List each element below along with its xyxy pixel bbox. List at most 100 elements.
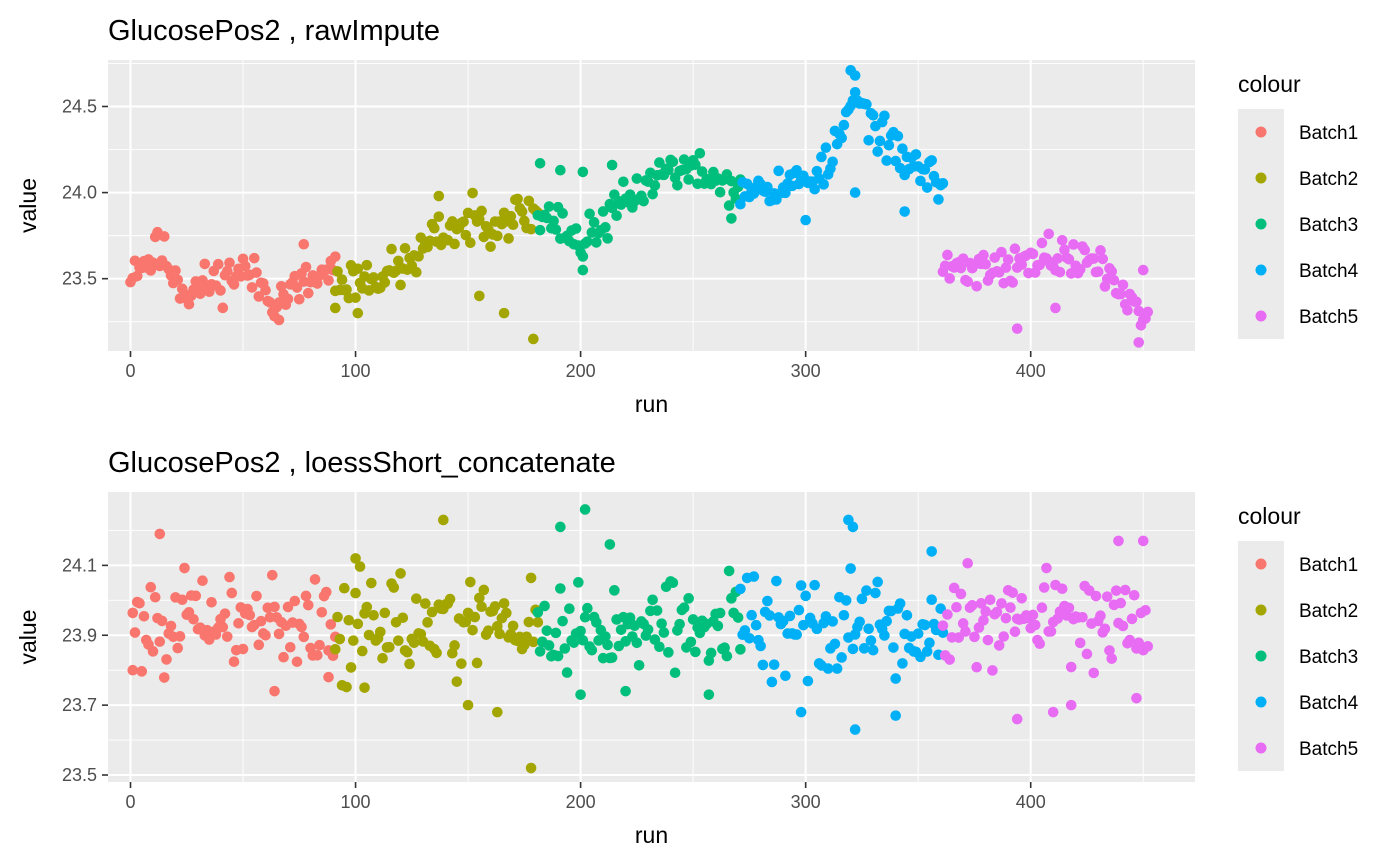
data-point [577, 251, 589, 262]
data-point [620, 685, 631, 697]
data-point [154, 636, 166, 647]
x-tick-label: 200 [566, 361, 596, 381]
legend-title: colour [1238, 71, 1301, 97]
data-point [984, 594, 996, 606]
data-point [348, 635, 359, 646]
data-point [507, 620, 519, 632]
data-point [849, 70, 861, 81]
data-point [764, 610, 775, 621]
data-point [1000, 262, 1012, 273]
data-point [395, 568, 406, 579]
data-point [838, 119, 850, 131]
data-point [849, 187, 861, 198]
data-point [431, 647, 442, 659]
data-point [217, 302, 229, 314]
legend-label: Batch4 [1299, 261, 1359, 282]
data-point [345, 662, 357, 673]
data-point [555, 583, 566, 594]
data-point [755, 640, 766, 652]
data-point [577, 166, 589, 178]
data-point [131, 270, 143, 282]
data-point [467, 624, 478, 636]
data-point [377, 652, 388, 664]
data-point [528, 636, 539, 648]
data-point [174, 631, 186, 642]
data-point [404, 658, 415, 670]
data-point [516, 206, 528, 217]
data-point [489, 601, 501, 612]
data-point [658, 627, 670, 638]
series-batch2 [330, 187, 544, 345]
data-point [336, 274, 348, 286]
chart-panel-1: GlucosePos2 , rawImpute 0 100 200 300 400 23.5… [15, 15, 1359, 417]
data-point [330, 643, 341, 655]
x-tick-label: 300 [791, 361, 821, 381]
data-point [714, 186, 726, 198]
data-point [309, 574, 321, 585]
data-point [1054, 266, 1066, 278]
data-point [314, 639, 325, 651]
data-point [1090, 590, 1102, 602]
data-point [293, 294, 305, 305]
y-tick-label: 23.5 [62, 269, 97, 289]
data-point [883, 139, 895, 151]
data-point [325, 619, 337, 630]
data-point [334, 633, 346, 645]
data-point [532, 616, 544, 628]
data-point [552, 650, 564, 662]
legend: colour Batch1 Batch2 Batch3 Batch4 Batch5 [1238, 71, 1359, 339]
data-point [197, 575, 208, 586]
data-point [1110, 585, 1122, 596]
data-point [512, 193, 523, 205]
data-point [1099, 623, 1111, 635]
y-tick-label: 24.1 [62, 555, 97, 575]
legend-marker-batch1 [1255, 126, 1267, 138]
data-point [579, 504, 591, 515]
data-point [523, 616, 535, 628]
data-point [800, 214, 811, 226]
data-point [654, 157, 665, 168]
data-point [248, 252, 260, 264]
data-point [669, 667, 681, 679]
data-point [341, 284, 352, 295]
legend-label: Batch2 [1299, 169, 1358, 190]
data-point [1027, 248, 1039, 260]
data-point [1016, 259, 1028, 271]
data-point [766, 676, 778, 688]
data-point [1000, 612, 1012, 624]
data-point [827, 616, 838, 627]
data-point [451, 676, 463, 687]
data-point [1016, 592, 1028, 604]
data-point [534, 224, 546, 236]
data-point [501, 607, 512, 619]
data-point [311, 278, 323, 289]
data-point [1131, 296, 1142, 308]
data-point [492, 230, 503, 242]
data-point [685, 636, 697, 648]
data-point [656, 618, 667, 629]
data-point [179, 562, 190, 574]
data-point [890, 710, 901, 721]
data-point [944, 654, 955, 665]
data-point [564, 603, 575, 615]
data-point [863, 134, 874, 146]
data-point [858, 643, 870, 654]
data-point [528, 333, 539, 345]
chart-title: GlucosePos2 , rawImpute [108, 15, 440, 47]
data-point [762, 595, 773, 607]
data-point [458, 216, 469, 227]
data-point [921, 646, 933, 657]
data-point [748, 571, 760, 582]
data-point [899, 206, 910, 217]
data-point [273, 314, 285, 326]
data-point [251, 590, 262, 602]
data-point [667, 156, 679, 168]
data-point [255, 615, 267, 627]
data-point [449, 238, 460, 250]
data-point [723, 565, 735, 577]
data-point [962, 557, 973, 569]
data-point [1007, 587, 1019, 598]
series-batch3 [532, 147, 746, 276]
data-point [577, 264, 589, 276]
